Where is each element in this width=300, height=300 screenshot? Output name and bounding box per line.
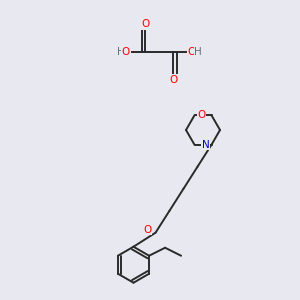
Text: O: O bbox=[141, 19, 149, 29]
Text: N: N bbox=[202, 140, 209, 150]
Text: O: O bbox=[197, 110, 206, 120]
Text: H: H bbox=[117, 47, 125, 57]
Text: O: O bbox=[122, 47, 130, 57]
Text: O: O bbox=[188, 47, 196, 57]
Text: O: O bbox=[143, 225, 152, 235]
Text: H: H bbox=[194, 47, 202, 57]
Text: O: O bbox=[169, 75, 177, 85]
